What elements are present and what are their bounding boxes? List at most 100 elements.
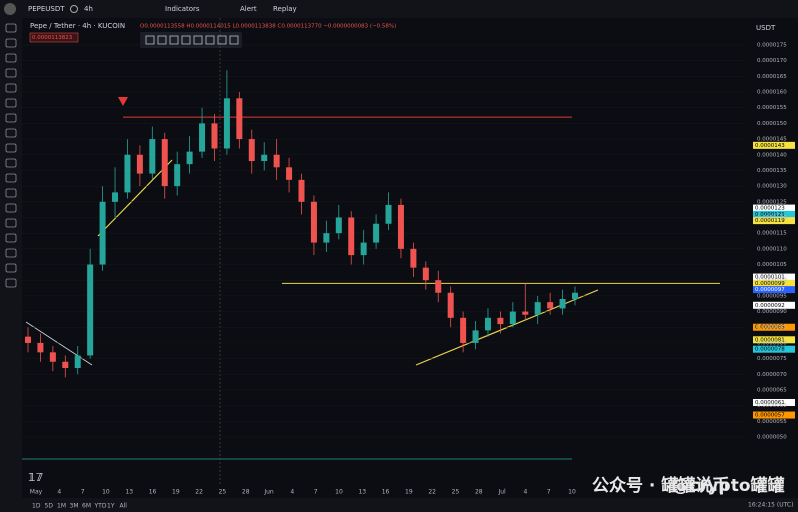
trend-line (97, 159, 173, 237)
price-tick-label: 0.0000125 (757, 199, 787, 205)
trend-line (25, 321, 93, 366)
candle-body (124, 154, 131, 193)
tool-icon[interactable] (5, 113, 17, 123)
price-tag (753, 411, 795, 419)
tool-icon[interactable] (5, 188, 17, 198)
price-tick-label: 0.0000065 (757, 387, 787, 393)
logo: 𝟙𝟟 (28, 471, 43, 484)
price-tag (753, 210, 795, 218)
price-tag-label: 0.0000121 (755, 212, 785, 218)
candle-body (223, 98, 230, 149)
add-symbol[interactable] (70, 5, 78, 13)
tool-icon[interactable] (5, 128, 17, 138)
tool-icon[interactable] (5, 203, 17, 213)
candle-body (460, 317, 467, 343)
price-tag-label: 0.0000143 (755, 143, 785, 149)
tool-icon[interactable] (5, 23, 17, 33)
draw-tool[interactable] (193, 35, 203, 45)
range-button[interactable]: 6M (82, 503, 91, 510)
range-button[interactable]: YTD (94, 503, 107, 510)
date-label: 19 (405, 489, 413, 496)
range-button[interactable]: All (120, 503, 128, 510)
draw-tool[interactable] (229, 35, 239, 45)
price-tag-label: 0.0000092 (755, 303, 785, 309)
price-tag (753, 279, 795, 287)
date-label: 4 (57, 489, 61, 496)
candle-body (547, 302, 554, 309)
avatar[interactable] (4, 3, 16, 15)
price-tag-label: 0.0000081 (755, 337, 785, 343)
date-label: 16 (382, 489, 390, 496)
tool-icon[interactable] (5, 233, 17, 243)
candle-body (410, 248, 417, 268)
candle-body (174, 164, 181, 187)
draw-tool[interactable] (169, 35, 179, 45)
candle-body (298, 179, 305, 202)
candle-body (112, 192, 119, 202)
tool-icon[interactable] (5, 263, 17, 273)
price-tag-label: 0.0000119 (755, 218, 785, 224)
tool-icon[interactable] (5, 278, 17, 288)
date-label: Jul (497, 489, 506, 496)
candle-body (348, 217, 355, 256)
tool-icon[interactable] (5, 143, 17, 153)
tool-icon[interactable] (5, 38, 17, 48)
price-tick-label: 0.0000055 (757, 419, 787, 425)
date-label: 22 (195, 489, 203, 496)
draw-tool[interactable] (205, 35, 215, 45)
candle-body (74, 355, 81, 369)
range-button[interactable]: 1D (32, 503, 41, 510)
price-tag (753, 273, 795, 281)
draw-tool[interactable] (157, 35, 167, 45)
price-tick-label: 0.0000105 (757, 262, 787, 268)
price-tag-label: 0.0000099 (755, 281, 785, 287)
range-button[interactable]: 5D (45, 503, 54, 510)
candle-body (211, 123, 218, 149)
price-tag (753, 217, 795, 225)
tool-icon[interactable] (5, 173, 17, 183)
tool-icon[interactable] (5, 248, 17, 258)
candle-body (385, 204, 392, 224)
tool-icon[interactable] (5, 68, 17, 78)
price-tag-label: 0.0000085 (755, 325, 785, 331)
candle-body (149, 139, 156, 174)
draw-tool[interactable] (217, 35, 227, 45)
tool-icon[interactable] (5, 98, 17, 108)
tool-icon[interactable] (5, 53, 17, 63)
candle-body (572, 292, 578, 300)
toolbar-item[interactable]: Alert (240, 5, 257, 13)
price-tick-label: 0.0000120 (757, 215, 787, 221)
draw-tool[interactable] (145, 35, 155, 45)
candle-body (435, 280, 442, 293)
price-tick-label: 0.0000095 (757, 293, 787, 299)
date-label: 10 (568, 489, 576, 496)
drawing-toolbar (140, 32, 242, 48)
range-button[interactable]: 3M (70, 503, 79, 510)
symbol[interactable]: PEPEUSDT (28, 5, 65, 13)
currency[interactable]: USDT (756, 24, 776, 32)
tool-icon[interactable] (5, 158, 17, 168)
interval[interactable]: 4h (84, 5, 93, 13)
price-tag-label: 0.0000097 (755, 287, 785, 293)
price-tick-label: 0.0000140 (757, 152, 787, 158)
price-tick-label: 0.0000165 (757, 74, 787, 80)
candle-body (186, 151, 193, 165)
toolbar-item[interactable]: Replay (273, 5, 297, 13)
tool-icon[interactable] (5, 218, 17, 228)
tool-icon[interactable] (5, 83, 17, 93)
watermark: 公众号 · 罐罐说币 (592, 475, 729, 496)
sell-box[interactable] (29, 32, 79, 43)
candle-body (37, 342, 44, 353)
price-tag (753, 336, 795, 344)
price-tick-label: 0.0000050 (757, 435, 787, 441)
range-button[interactable]: 1M (57, 503, 66, 510)
candle-body (373, 223, 380, 243)
price-tick-label: 0.0000100 (757, 278, 787, 284)
toolbar-item[interactable]: Indicators (165, 5, 200, 13)
date-label: 7 (81, 489, 85, 496)
draw-tool[interactable] (181, 35, 191, 45)
candle-body (87, 264, 94, 356)
candle-body (509, 311, 516, 325)
range-button[interactable]: 1Y (107, 503, 115, 510)
